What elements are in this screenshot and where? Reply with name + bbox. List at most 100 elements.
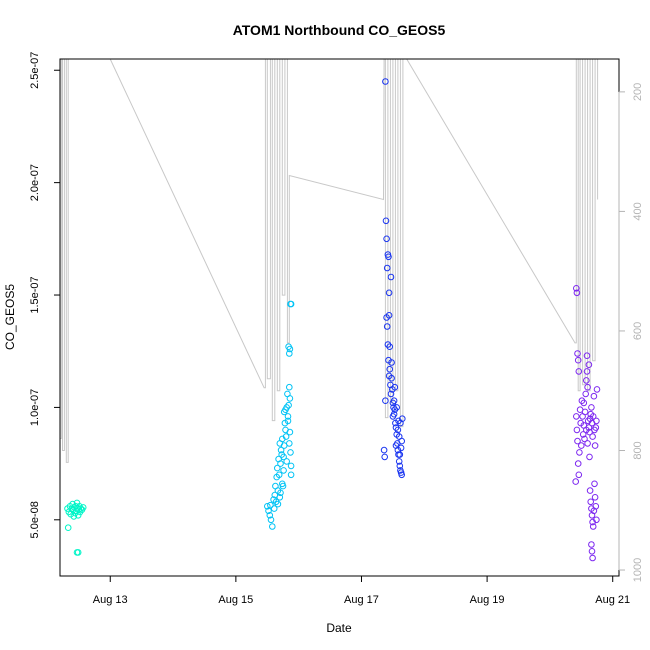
y2-axis: 200 400 600 800 1000 [618,83,644,582]
data-point [287,462,295,470]
data-point [380,446,388,454]
y-tick-label: 1.0e-07 [29,389,41,426]
data-point [591,494,599,501]
data-point [582,390,590,398]
data-point [286,350,293,357]
data-point [589,433,596,440]
data-point [79,504,87,511]
data-point [574,350,581,357]
data-point [383,264,391,272]
data-point [264,503,271,510]
data-point [287,471,295,479]
data-point [383,235,390,243]
data-point [574,356,582,364]
data-point [584,383,591,391]
y-tick-label: 2.0e-07 [29,164,41,201]
data-point [586,453,593,461]
data-point [283,458,291,465]
data-point [589,523,597,530]
data-point [387,390,395,398]
data-point [284,413,292,420]
data-point [286,383,293,391]
y-axis: 5.0e-08 1.0e-07 1.5e-07 2.0e-07 2.5e-07 [29,52,60,538]
y2-tick-label: 400 [632,202,644,220]
data-point [584,440,591,447]
data-point [279,480,286,488]
data-point [387,273,395,281]
data-point [573,413,580,420]
data-point [397,444,405,452]
data-point [593,386,601,393]
data-point [587,498,595,506]
data-point [589,554,596,562]
data-point [284,417,292,425]
data-point [585,361,593,369]
data-point [276,440,284,447]
data-point [274,464,281,472]
data-point [391,383,399,391]
data-point [382,217,390,225]
data-point [591,442,599,449]
data-point [581,408,589,416]
data-point [382,397,389,405]
data-point [575,471,583,479]
data-point [280,467,287,474]
data-point [270,505,278,512]
chart-title: ATOM1 Northbound CO_GEOS5 [233,22,446,38]
data-point [593,516,600,524]
data-points [64,78,601,562]
data-point [388,374,395,382]
data-point [274,500,282,508]
data-point [280,453,287,461]
data-point [574,460,582,467]
data-point [588,541,595,548]
data-point [265,507,272,515]
pressure-profile [59,58,599,463]
data-point [588,404,595,411]
data-point [395,458,403,465]
y-tick-label: 2.5e-07 [29,52,41,89]
data-point [385,253,392,261]
data-point [572,478,580,485]
data-point [394,426,402,434]
x-tick-label: Aug 21 [595,594,630,606]
data-point [573,285,580,292]
data-point [395,417,402,425]
data-point [277,446,285,454]
data-point [589,413,597,420]
x-tick-label: Aug 19 [470,594,505,606]
data-point [583,377,590,384]
data-point [573,426,581,434]
data-point [277,489,284,497]
data-point [390,397,398,405]
y2-tick-label: 800 [632,441,644,459]
data-point [386,343,394,351]
data-point [277,460,284,467]
data-point [592,424,600,431]
data-point [588,548,596,555]
data-point [382,78,389,85]
data-point [267,501,274,509]
data-point [586,487,594,494]
y-tick-label: 1.5e-07 [29,276,41,313]
data-point [389,413,397,420]
data-point [574,437,581,445]
data-point [286,428,294,436]
data-point [286,345,294,353]
data-point [583,352,591,360]
data-point [396,451,404,458]
data-point [393,404,401,411]
data-point [383,323,391,330]
data-point [282,433,290,440]
data-point [593,417,600,425]
data-point [388,359,395,366]
data-point [267,516,275,524]
x-axis-label: Date [326,621,352,635]
y-tick-label: 5.0e-08 [29,501,41,538]
data-point [266,512,274,519]
data-point [580,399,588,407]
data-point [398,471,406,479]
x-axis: Aug 13 Aug 15 Aug 17 Aug 19 Aug 21 [93,576,630,606]
pressure-line [59,58,599,463]
data-point [74,549,82,556]
